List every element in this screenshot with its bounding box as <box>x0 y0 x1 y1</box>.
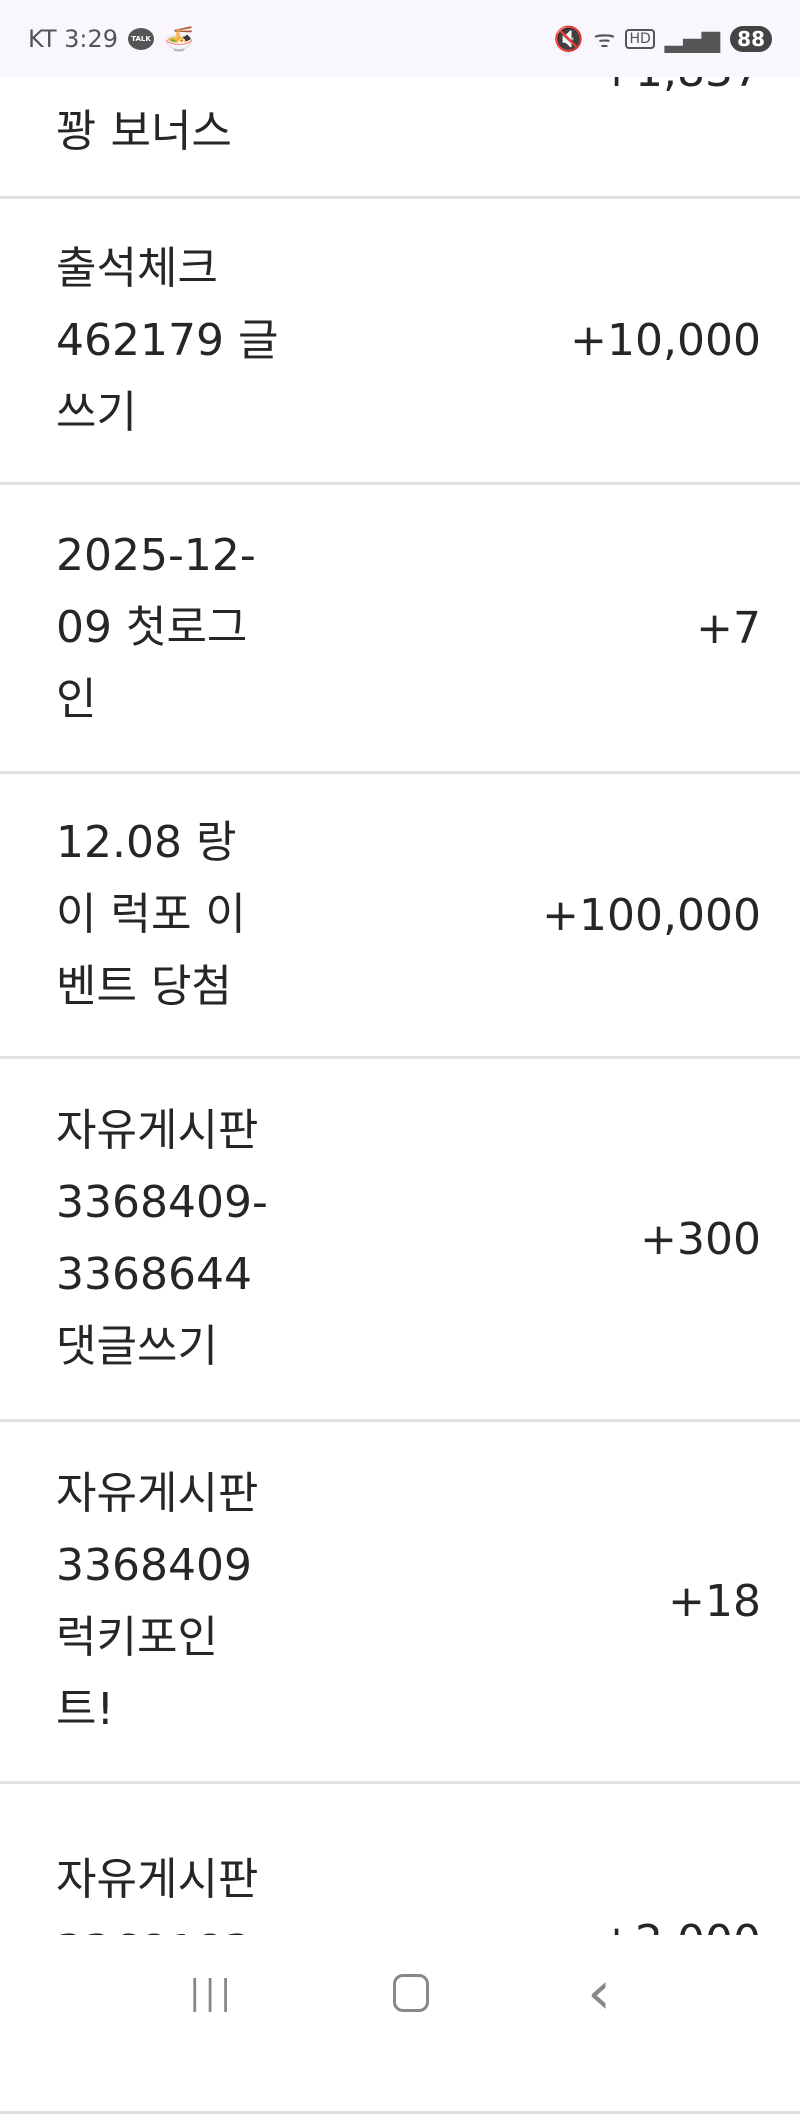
point-amount: +10,000 <box>570 315 761 366</box>
description-line: 09 첫로그 <box>56 602 248 653</box>
description-line: 댓글쓰기 <box>56 1321 218 1372</box>
point-amount: +100,000 <box>542 889 761 941</box>
description-line: 벤트 당첨 <box>56 961 232 1012</box>
description-line: 3368409- <box>56 1177 268 1228</box>
description-line: 럭키포인 <box>56 1611 218 1663</box>
description-line: 꽝 보너스 <box>56 106 232 157</box>
point-amount: +300 <box>640 1213 761 1265</box>
description-line: 자유게시판 <box>56 1854 259 1905</box>
list-item[interactable]: 자유게시판 3368409- 3368644 댓글쓰기 +300 <box>0 1059 800 1422</box>
description-line: 2025-12- <box>56 530 256 581</box>
mute-icon: 🔇 <box>553 24 584 53</box>
recent-apps-button[interactable]: ||| <box>188 1972 236 2013</box>
description-line: 인 <box>56 674 97 725</box>
battery-indicator: 88 <box>730 25 772 52</box>
description-line: 이 럭포 이 <box>56 889 246 940</box>
wifi-icon: ᯤ <box>593 25 616 53</box>
bowl-icon: 🍜 <box>164 24 194 53</box>
description-line: 자유게시판 <box>56 1467 259 1519</box>
item-description: 꽝 보너스 <box>56 96 232 168</box>
description-line: 트! <box>56 1683 115 1735</box>
item-description: 자유게시판 3368409- 3368644 댓글쓰기 <box>56 1095 268 1383</box>
description-line: 462179 글 <box>56 314 279 366</box>
carrier-time: KT 3:29 <box>28 24 119 53</box>
description-line: 3368644 <box>56 1249 252 1300</box>
kakaotalk-icon: TALK <box>128 27 155 50</box>
navigation-bar: ||| ‹ <box>0 1935 800 2050</box>
status-bar: KT 3:29 TALK 🍜 🔇 ᯤ HD ▂▄▆ 88 <box>0 0 800 77</box>
description-line: 자유게시판 <box>56 1105 259 1156</box>
description-line: 쓰기 <box>56 386 137 438</box>
description-line: 출석체크 <box>56 242 218 294</box>
home-button[interactable] <box>393 1973 430 2012</box>
point-amount: +18 <box>668 1576 761 1627</box>
description-line: 3368409 <box>56 1539 252 1591</box>
signal-icon: ▂▄▆ <box>664 24 721 53</box>
description-line: 12.08 랑 <box>56 817 237 868</box>
hd-icon: HD <box>625 28 655 49</box>
point-amount: +7 <box>696 602 761 654</box>
back-button[interactable]: ‹ <box>587 1957 612 2028</box>
